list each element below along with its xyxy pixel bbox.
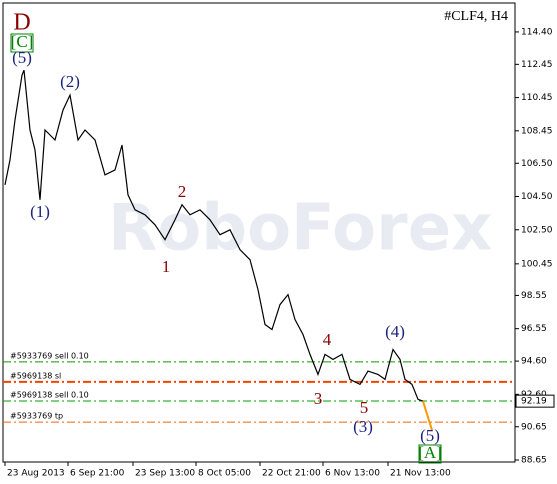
wave-box xyxy=(10,33,34,53)
wave-label: (5) xyxy=(420,426,440,445)
price-line xyxy=(4,69,424,402)
wave-label: 2 xyxy=(178,182,187,201)
order-level-label: #5969138 sl xyxy=(10,371,61,380)
y-tick-label: 88.65 xyxy=(521,456,547,466)
x-tick-label: 6 Nov 13:00 xyxy=(325,469,380,479)
x-tick-label: 8 Oct 05:00 xyxy=(198,469,251,479)
wave-label: [A] xyxy=(418,443,442,462)
wave-label: (3) xyxy=(353,417,373,436)
wave-label: [C] xyxy=(11,32,34,51)
y-tick-label: 90.65 xyxy=(521,422,547,432)
watermark: RoboForex xyxy=(108,192,492,266)
wave-label: (4) xyxy=(385,322,405,341)
wave-label: 4 xyxy=(323,330,332,349)
order-level-label: #5969138 sell 0.10 xyxy=(10,390,89,399)
y-tick-label: 112.45 xyxy=(521,60,553,70)
last-price-label: 92.19 xyxy=(521,397,547,407)
y-tick-label: 94.60 xyxy=(521,357,547,367)
plot-frame xyxy=(2,2,516,463)
wave-label: (5) xyxy=(12,48,32,67)
y-tick-label: 110.45 xyxy=(521,93,553,103)
order-level-label: #5933769 tp xyxy=(10,412,63,421)
y-tick-label: 104.50 xyxy=(521,192,553,202)
wave-label: 5 xyxy=(360,398,369,417)
wave-label: 1 xyxy=(162,257,171,276)
chart-title: #CLF4, H4 xyxy=(444,9,508,24)
x-tick-label: 21 Nov 13:00 xyxy=(390,469,451,479)
y-tick-label: 98.55 xyxy=(521,291,547,301)
y-tick-label: 114.40 xyxy=(521,27,553,37)
order-level-label: #5933769 sell 0.10 xyxy=(10,351,89,360)
wave-label: 3 xyxy=(314,389,323,408)
wave-label: D xyxy=(13,10,30,36)
x-tick-label: 23 Aug 2013 xyxy=(7,469,65,479)
projection-line xyxy=(422,400,433,431)
y-tick-label: 100.45 xyxy=(521,259,553,269)
y-tick-label: 108.45 xyxy=(521,126,553,136)
wave-label: (2) xyxy=(60,72,80,91)
x-tick-label: 6 Sep 21:00 xyxy=(70,469,125,479)
wave-box xyxy=(418,444,442,464)
y-tick-label: 96.55 xyxy=(521,324,547,334)
y-tick-label: 102.50 xyxy=(521,225,553,235)
wave-label: (1) xyxy=(30,202,50,221)
y-tick-label: 106.50 xyxy=(521,159,553,169)
last-price-box xyxy=(515,394,555,408)
x-tick-label: 22 Oct 21:00 xyxy=(262,469,321,479)
x-tick-label: 23 Sep 13:00 xyxy=(135,469,195,479)
